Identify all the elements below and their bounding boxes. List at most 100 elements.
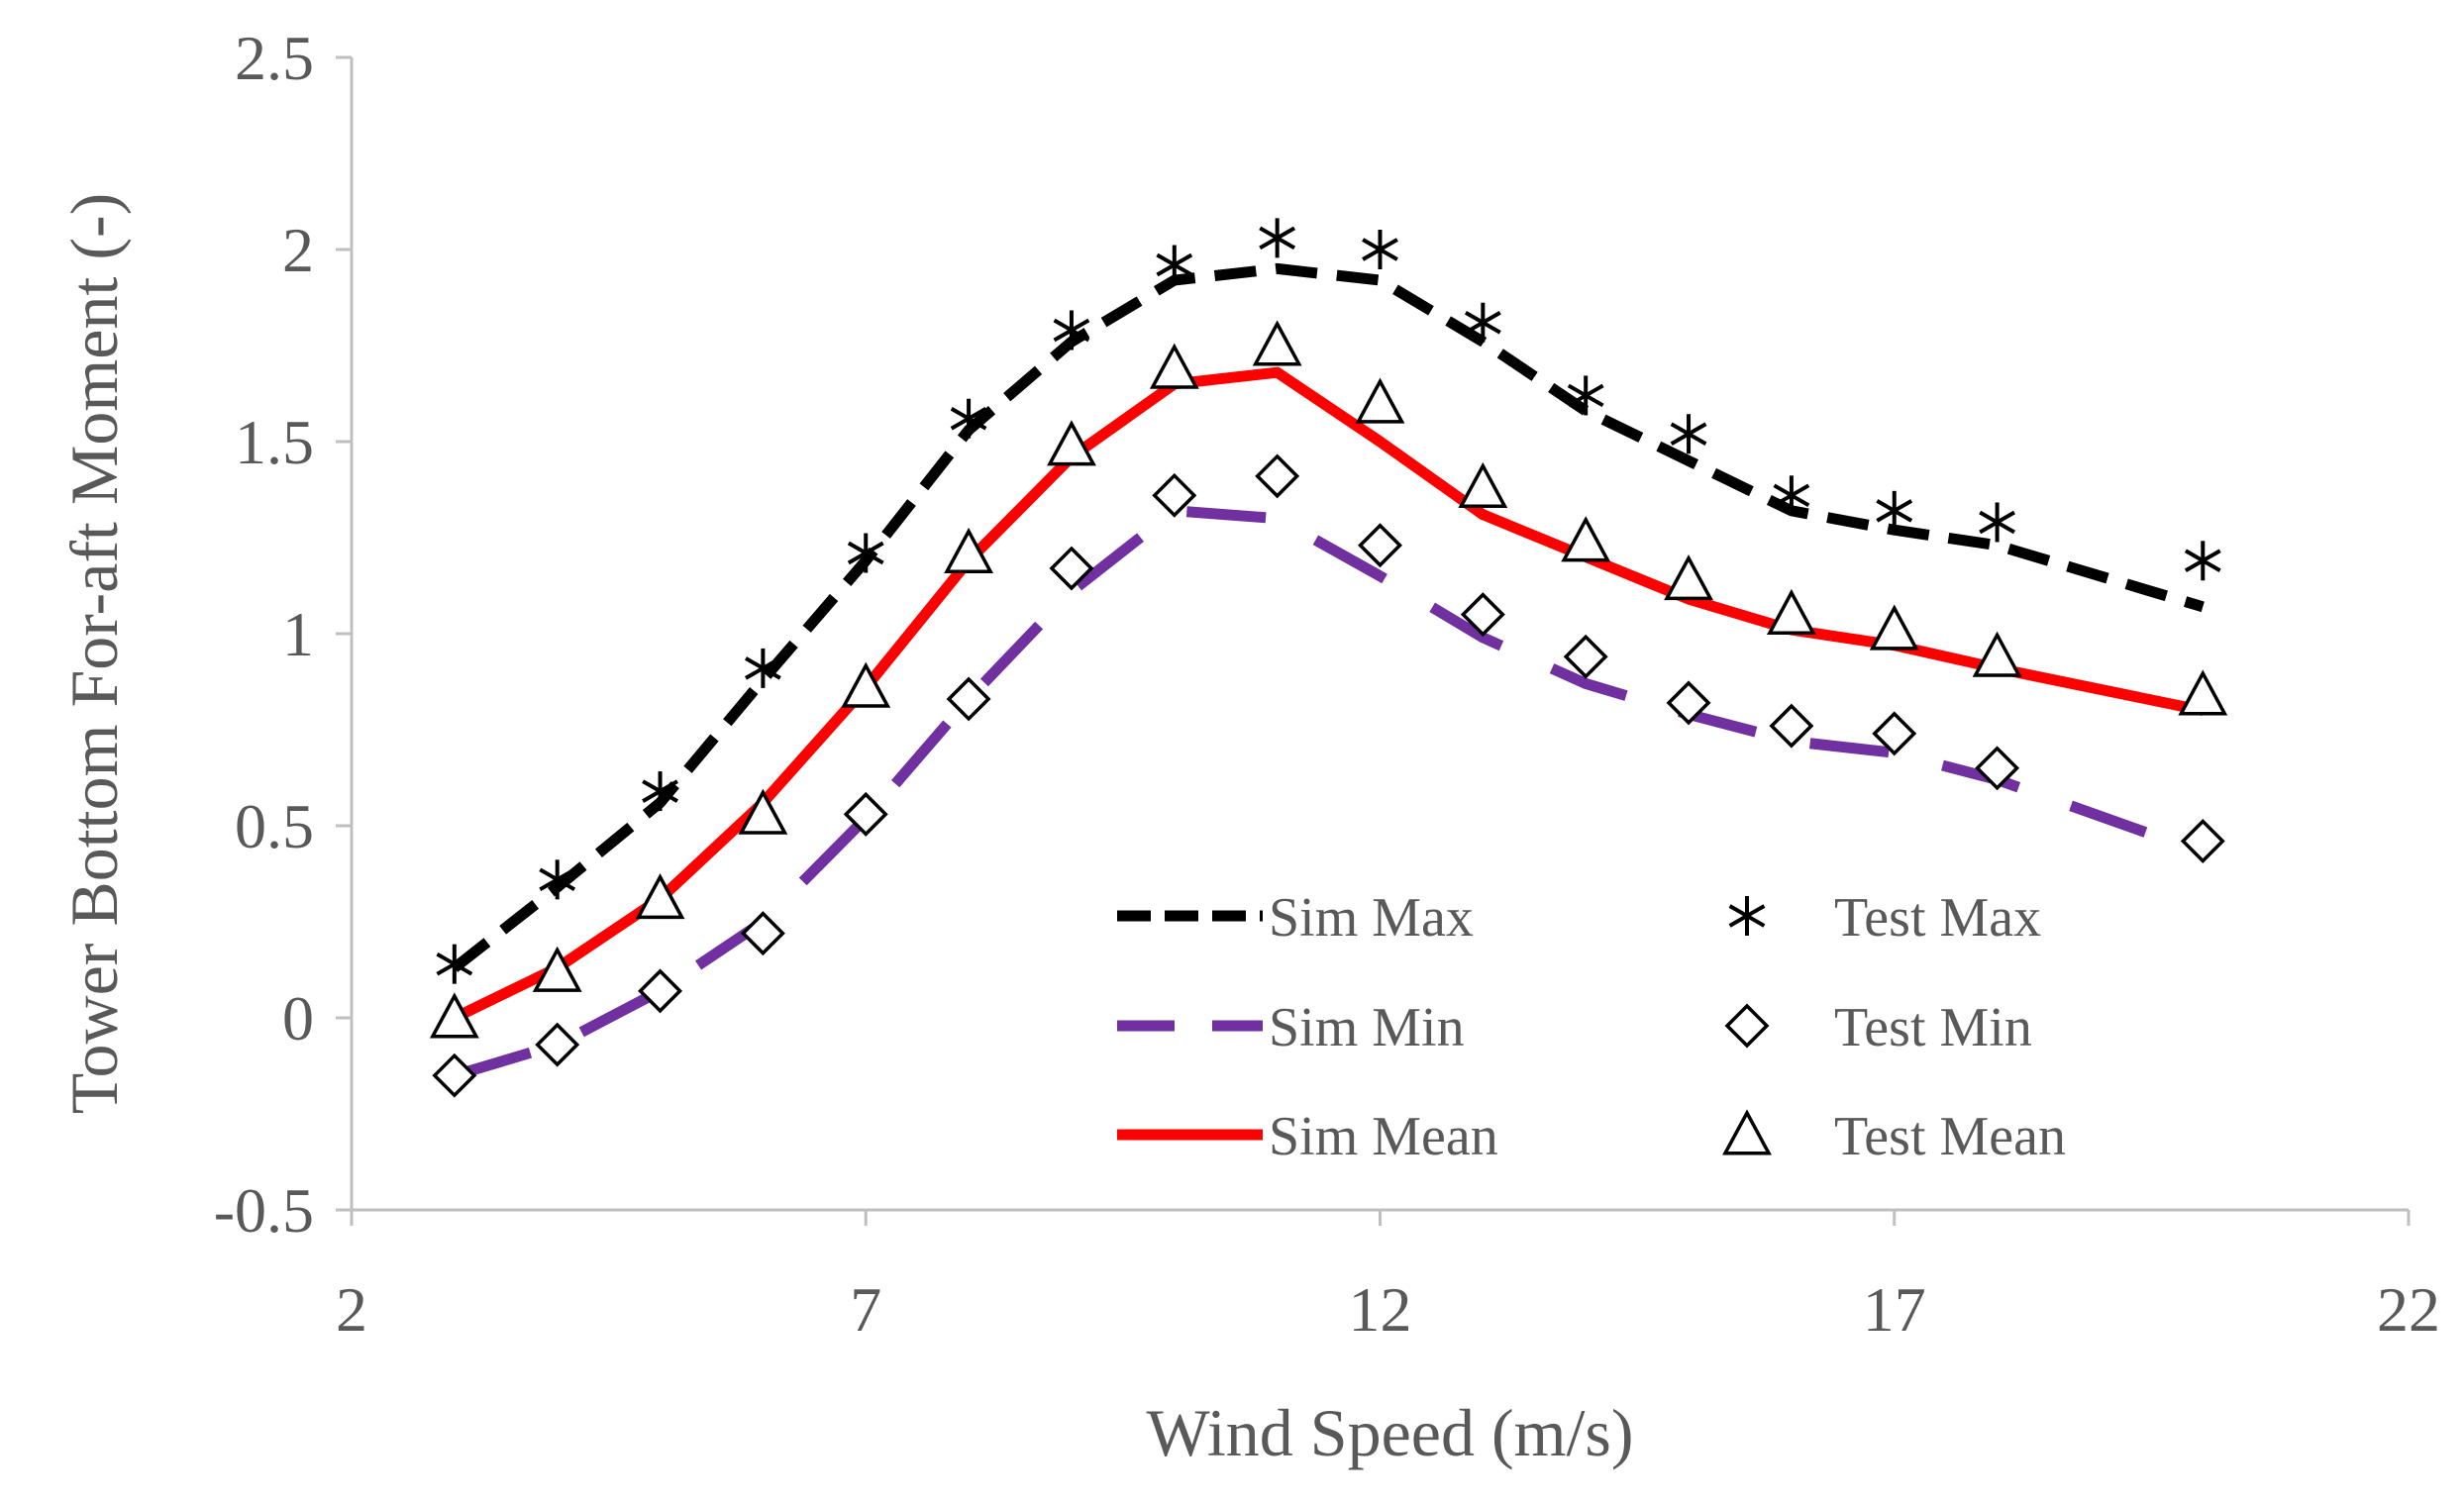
marker-shape (1666, 680, 1711, 726)
marker-test-mean (1252, 320, 1302, 366)
marker-test-mean (1458, 461, 1508, 509)
marker-test-mean (1047, 420, 1096, 466)
marker-test-max (1979, 502, 2015, 543)
marker-test-min (535, 1022, 580, 1067)
marker-shape (1460, 592, 1505, 638)
marker-test-mean (1355, 377, 1405, 424)
marker-test-min (432, 1053, 477, 1098)
marker-shape (1561, 516, 1611, 562)
series-markers (429, 218, 2228, 1098)
marker-test-max (539, 859, 576, 900)
marker-stroke (1156, 252, 1193, 277)
marker-shape (1355, 377, 1405, 424)
legend-marker-test-min (1724, 1003, 1770, 1049)
marker-stroke (539, 867, 576, 892)
marker-shape (1152, 472, 1197, 518)
y-tick-label: 1 (282, 599, 314, 669)
marker-stroke (1876, 499, 1913, 523)
marker-test-mean (1149, 343, 1199, 389)
y-tick-label: 0 (282, 983, 314, 1053)
marker-test-min (946, 676, 991, 722)
legend-marker-test-max (1728, 896, 1766, 936)
series-line-sim-max (451, 262, 2205, 972)
legend-marker-test-mean (1722, 1109, 1772, 1155)
marker-stroke (745, 656, 781, 680)
marker-shape (946, 676, 991, 722)
marker-test-min (1769, 703, 1814, 749)
marker-test-mean (1869, 604, 1919, 651)
marker-stroke (1362, 238, 1398, 261)
marker-test-mean (429, 992, 479, 1039)
marker-test-max (436, 944, 473, 984)
legend-label-test-max: Test Max (1834, 887, 2041, 949)
marker-test-max (642, 771, 678, 812)
marker-test-mean (1972, 631, 2022, 677)
marker-shape (1766, 588, 1816, 636)
legend-marker-shape (1728, 896, 1766, 936)
legend-label-sim-mean: Sim Mean (1269, 1106, 1498, 1167)
marker-test-max (1670, 414, 1707, 454)
marker-shape (1972, 631, 2022, 677)
marker-test-mean (635, 873, 685, 920)
marker-test-max (1156, 245, 1193, 285)
marker-test-mean (1664, 553, 1713, 601)
legend-label-sim-max: Sim Max (1269, 887, 1474, 949)
series-lines (451, 262, 2206, 1081)
marker-test-mean (1766, 588, 1816, 636)
marker-shape (635, 873, 685, 920)
x-tick-label: 22 (2377, 1274, 2440, 1345)
marker-test-min (1049, 546, 1094, 591)
marker-test-max (1567, 375, 1604, 416)
marker-shape (1563, 634, 1608, 679)
marker-shape (1255, 453, 1300, 499)
marker-test-mean (1561, 516, 1611, 562)
y-tick-label: 1.5 (235, 407, 314, 477)
legend-marker-shape (1724, 1003, 1770, 1049)
marker-test-min (2180, 819, 2225, 863)
marker-shape (1458, 461, 1508, 509)
marker-shape (1149, 343, 1199, 389)
marker-test-max (2184, 541, 2221, 581)
marker-shape (535, 1022, 580, 1067)
marker-shape (429, 992, 479, 1039)
x-tick-label: 2 (336, 1274, 367, 1345)
marker-test-max (1259, 218, 1296, 258)
marker-test-max (1773, 475, 1810, 516)
tick-labels: -0.5 0 0.5 1 1.5 2 2.5 2 7 12 17 22 (214, 23, 2440, 1345)
marker-shape (1664, 553, 1713, 601)
marker-shape (1252, 320, 1302, 366)
marker-stroke (2184, 549, 2221, 573)
y-tick-label: 0.5 (235, 791, 314, 861)
marker-shape (2178, 669, 2228, 716)
legend-label-test-mean: Test Mean (1834, 1106, 2066, 1167)
marker-test-mean (841, 661, 891, 708)
marker-shape (740, 911, 785, 956)
x-axis-title: Wind Speed (m/s) (1146, 1395, 1633, 1470)
marker-test-min (1872, 711, 1917, 756)
marker-test-min (1255, 453, 1300, 499)
marker-shape (843, 791, 888, 837)
marker-test-max (950, 398, 987, 439)
marker-stroke (436, 952, 473, 976)
legend: Sim Max Sim Min Sim Mean Test Max Test M… (1117, 887, 2066, 1167)
marker-shape (738, 788, 788, 835)
marker-shape (1358, 523, 1402, 568)
marker-shape (1869, 604, 1919, 651)
marker-test-max (745, 648, 781, 688)
marker-test-mean (738, 788, 788, 835)
marker-shape (532, 946, 582, 992)
plot-area (429, 218, 2228, 1098)
marker-test-mean (532, 946, 582, 992)
y-tick-label: -0.5 (214, 1175, 314, 1246)
marker-stroke (1567, 383, 1604, 408)
marker-test-min (1563, 634, 1608, 679)
marker-stroke (1773, 483, 1810, 508)
x-tick-label: 12 (1349, 1274, 1412, 1345)
marker-test-max (847, 533, 884, 573)
marker-test-mean (944, 527, 994, 573)
marker-shape (2180, 819, 2225, 863)
marker-stroke (642, 779, 678, 803)
marker-test-max (1362, 230, 1398, 269)
ticks (336, 55, 2411, 1226)
